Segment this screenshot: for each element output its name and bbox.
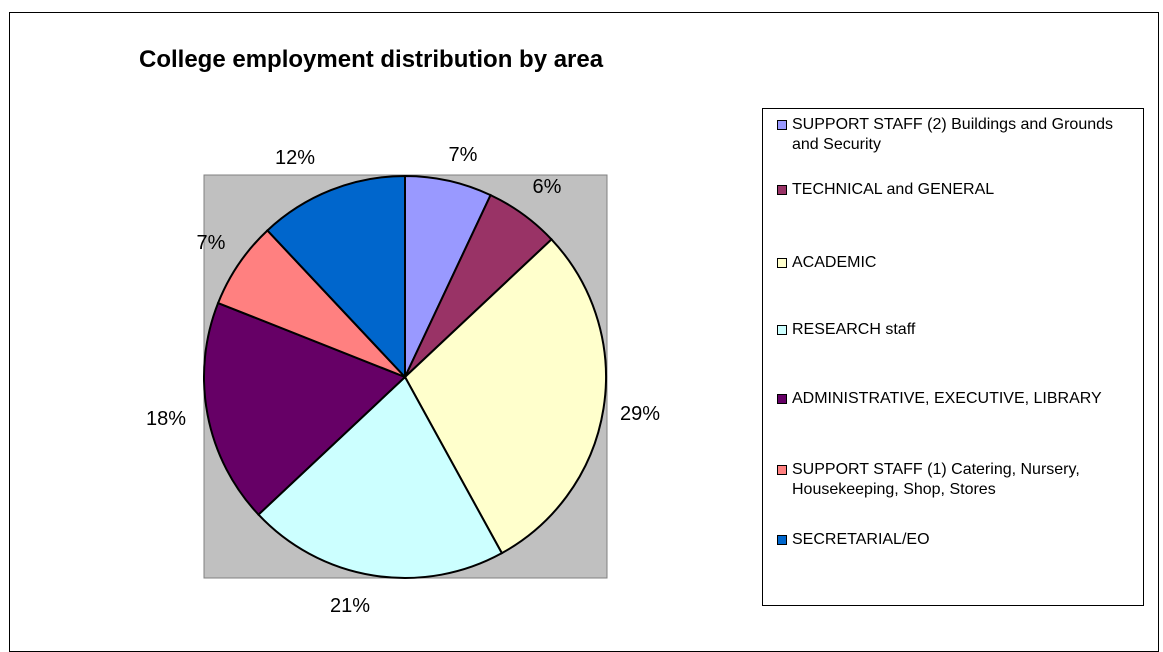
slice-data-label: 7% [197,232,226,254]
slice-data-label: 6% [533,176,562,198]
legend-item: ACADEMIC [777,253,1122,273]
legend-label: ACADEMIC [792,254,877,271]
legend-label: SUPPORT STAFF (2) Buildings and Grounds … [792,116,1114,153]
slice-data-label: 7% [449,144,478,166]
pie-slice [265,174,406,380]
legend-swatch [777,120,787,130]
legend-label: SUPPORT STAFF (1) Catering, Nursery, Hou… [792,461,1080,498]
legend-label: RESEARCH staff [792,321,916,338]
legend: SUPPORT STAFF (2) Buildings and Grounds … [762,108,1144,606]
legend-label: ADMINISTRATIVE, EXECUTIVE, LIBRARY [792,390,1102,407]
slice-data-label: 21% [330,595,370,617]
pie-slice [257,375,504,579]
legend-item: RESEARCH staff [777,320,1122,340]
slice-data-label: 29% [620,403,660,425]
legend-item: SUPPORT STAFF (2) Buildings and Grounds … [777,115,1122,155]
legend-label: SECRETARIAL/EO [792,531,930,548]
legend-item: SECRETARIAL/EO [777,530,1122,550]
legend-item: SUPPORT STAFF (1) Catering, Nursery, Hou… [777,460,1122,500]
legend-swatch [777,535,787,545]
legend-swatch [777,394,787,404]
legend-swatch [777,185,787,195]
chart-title: College employment distribution by area [139,46,604,73]
legend-swatch [777,465,787,475]
legend-label: TECHNICAL and GENERAL [792,181,995,198]
legend-swatch [777,258,787,268]
pie-slice [203,301,407,517]
slice-data-label: 12% [275,147,315,169]
pie-chart: 7% 6% 29% 21% 18% 7% 12% [146,144,660,617]
slice-data-label: 18% [146,408,186,430]
legend-swatch [777,325,787,335]
legend-item: ADMINISTRATIVE, EXECUTIVE, LIBRARY [777,389,1122,409]
legend-item: TECHNICAL and GENERAL [777,180,1122,200]
pie-slice [403,237,607,555]
